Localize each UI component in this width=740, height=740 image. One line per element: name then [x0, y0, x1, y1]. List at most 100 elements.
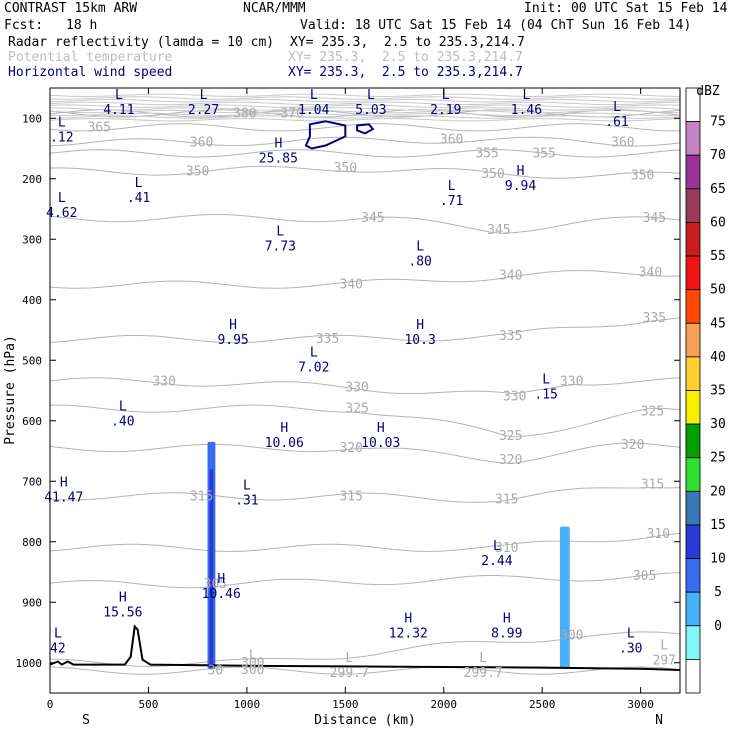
field-name-wind: Horizontal wind speed [8, 65, 173, 80]
colorbar-swatch [685, 591, 701, 627]
theta-contour-line [50, 165, 680, 179]
jet-contour-small [356, 123, 375, 135]
x-tick-label: 500 [139, 698, 159, 711]
theta-label: 380 [233, 106, 256, 121]
terrain-profile [50, 624, 680, 671]
colorbar-swatch [685, 658, 701, 694]
wind-extremum-kind: L [613, 100, 621, 115]
theta-contour-line [50, 441, 680, 464]
valid-time: Valid: 18 UTC Sat 15 Feb 14 (04 ChT Sun … [300, 18, 692, 33]
wind-extremum-kind: L [416, 239, 424, 254]
theta-label: 320 [499, 453, 522, 468]
x-axis-label: Distance (km) [314, 713, 416, 728]
theta-label: 335 [643, 311, 666, 326]
colorbar-label: 40 [710, 350, 726, 365]
theta-contour-upper [50, 109, 680, 114]
wind-extremum-kind: H [503, 611, 511, 626]
wind-extremum-value: .12 [50, 130, 73, 145]
colorbar-swatch [685, 390, 701, 425]
wind-extremum-value: 7.02 [298, 360, 329, 375]
x-axis: 0 500 1000 1500 2000 2500 3000 [47, 88, 654, 711]
theta-label: 350 [631, 169, 654, 184]
theta-contour-line [50, 487, 680, 503]
wind-extremum-value: 41.47 [44, 490, 83, 505]
wind-extremum-value: .31 [235, 493, 258, 508]
theta-label: 355 [475, 146, 498, 161]
colorbar-label: 70 [710, 148, 726, 163]
plot-frame [49, 87, 681, 694]
wind-extremum-kind: L [448, 179, 456, 194]
theta-label: 350 [481, 167, 504, 182]
wind-extremum-kind: L [367, 88, 375, 103]
theta-label: 355 [532, 146, 555, 161]
theta-label: 360 [190, 135, 213, 150]
wind-extremum-kind: L [627, 627, 635, 642]
x-tick-label: 3000 [627, 698, 654, 711]
y-axis: 100 200 300 400 500 600 700 800 900 1000 [16, 112, 680, 670]
theta-label: 340 [339, 278, 362, 293]
wind-extremum-value: 1.46 [511, 103, 542, 118]
x-tick-label: 0 [47, 698, 54, 711]
reflectivity-shading [207, 441, 570, 669]
theta-contour-line [50, 270, 680, 289]
wind-extremum-value: 10.46 [202, 587, 241, 602]
wind-extremum-kind: L [119, 400, 127, 415]
wind-extremum-kind: L [660, 639, 668, 654]
theta-label: 360 [611, 135, 634, 150]
wind-extremum-kind: L [542, 372, 550, 387]
theta-label: 305 [633, 569, 656, 584]
reflectivity-column [559, 526, 570, 669]
colorbar-label: 50 [710, 283, 726, 298]
theta-contour-upper [50, 93, 680, 98]
jet-contours [304, 120, 375, 150]
wind-extremum-value: 8.99 [491, 626, 522, 641]
theta-label: 300 [241, 656, 264, 671]
theta-label: 330 [345, 380, 368, 395]
colorbar-swatch [685, 356, 701, 391]
wind-extremum-value: .40 [111, 415, 134, 430]
colorbar-label: 55 [710, 249, 726, 264]
colorbar-title: dBZ [696, 84, 720, 99]
wind-extremum-kind: L [58, 115, 66, 130]
x-tick-label: 2500 [529, 698, 556, 711]
init-time: Init: 00 UTC Sat 15 Feb 14 [524, 1, 728, 16]
colorbar-swatch [685, 625, 701, 660]
y-tick-label: 900 [22, 596, 42, 609]
wind-extremum-value: 7.73 [265, 239, 296, 254]
colorbar-label: 15 [710, 518, 726, 533]
theta-label: 330 [152, 374, 175, 389]
wind-extremum-value: 2.44 [481, 554, 512, 569]
theta-contour-line [50, 631, 680, 667]
colorbar-label: 5 [714, 585, 722, 600]
theta-contour-line [50, 317, 680, 344]
field-xy-reflectivity: XY= 235.3, 2.5 to 235.3,214.7 [290, 35, 525, 50]
wind-extremum-kind: L [442, 88, 450, 103]
theta-labels: 365 380 370 360 360 360 355 355 350 350 350 350 345 3… [87, 106, 670, 678]
wind-extremum-value: 4.62 [46, 206, 77, 221]
field-xy-wind: XY= 235.3, 2.5 to 235.3,214.7 [288, 65, 523, 80]
theta-label: 345 [361, 211, 384, 226]
wind-extremum-kind: H [217, 572, 225, 587]
wind-extremum-kind: H [60, 475, 68, 490]
x-axis-north-label: N [655, 713, 663, 728]
colorbar-label: 20 [710, 484, 726, 499]
wind-extremum-value: 15.56 [103, 605, 142, 620]
terrain-line [50, 624, 680, 671]
wind-extremum-value: .30 [619, 642, 642, 657]
wind-extremum-kind: L [345, 651, 353, 666]
wind-extremum-kind: H [274, 137, 282, 152]
theta-contour-line [50, 377, 680, 395]
fcst-label: Fcst: [4, 18, 44, 33]
wind-extremum-value: 5.03 [355, 103, 386, 118]
y-tick-label: 200 [22, 173, 42, 186]
theta-contour-line [50, 109, 680, 118]
wind-extremum-kind: L [243, 478, 251, 493]
theta-label: 325 [345, 402, 368, 417]
theta-label: 330 [503, 390, 526, 405]
model-title: CONTRAST 15km ARW [4, 1, 138, 16]
theta-label: 310 [495, 541, 518, 556]
jet-contour-core [304, 120, 347, 150]
wind-extremum-kind: L [493, 539, 501, 554]
